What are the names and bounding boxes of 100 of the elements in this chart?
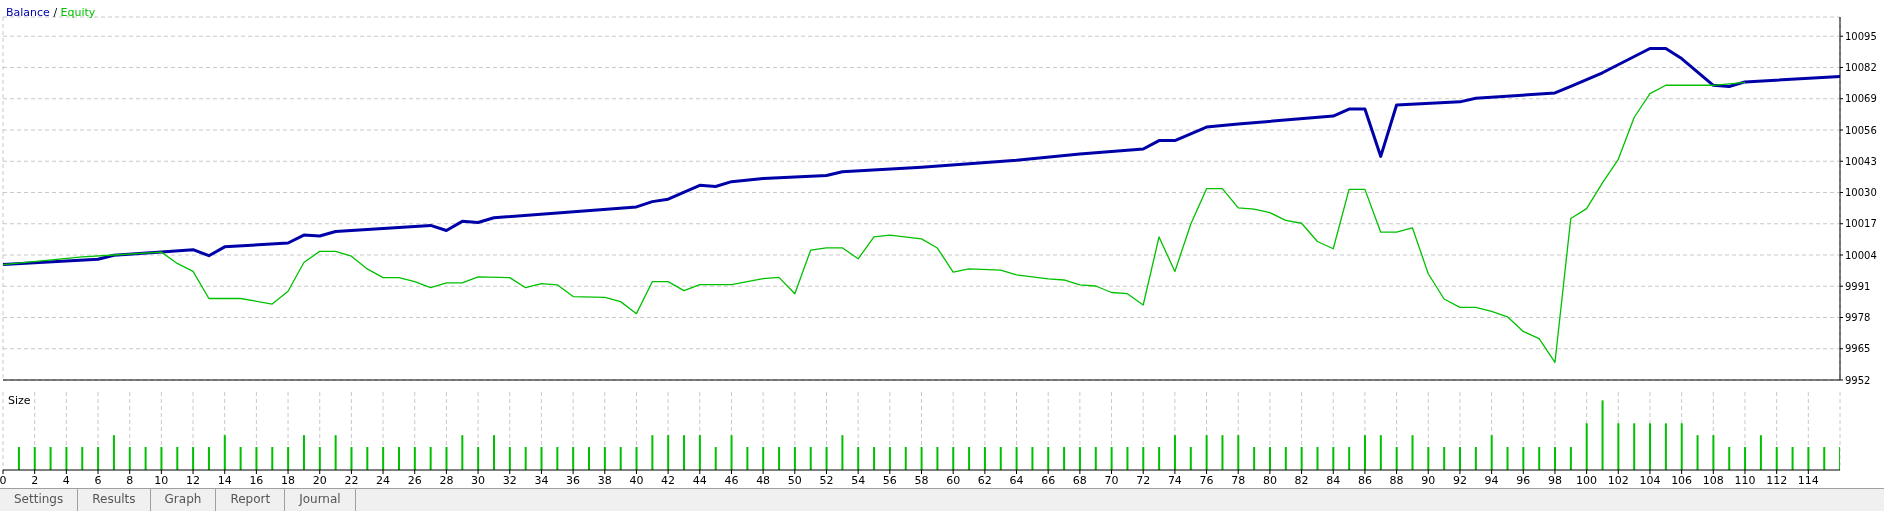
bar	[1078, 447, 1081, 470]
bar	[1142, 447, 1145, 470]
x-tick-label: 40	[629, 473, 644, 487]
bar	[207, 447, 210, 470]
bar	[873, 447, 876, 470]
bar	[97, 447, 100, 470]
bar	[382, 447, 385, 470]
text: Report	[216, 489, 286, 511]
text: Journal	[285, 489, 356, 511]
bar	[572, 447, 575, 470]
bar	[477, 447, 480, 470]
bar	[1633, 423, 1636, 470]
x-tick-label: 8	[126, 473, 134, 487]
x-tick-label: 72	[1136, 473, 1151, 487]
bar	[1047, 447, 1050, 470]
annotation: /	[52, 6, 59, 19]
x-tick-label: 46	[724, 473, 739, 487]
bar	[1744, 447, 1747, 470]
x-tick-label: 6	[94, 473, 102, 487]
x-tick-label: 52	[819, 473, 834, 487]
y-tick-label: 10043	[1845, 155, 1877, 167]
line-series	[3, 46, 1840, 267]
bar	[1538, 447, 1541, 470]
bar	[429, 447, 432, 470]
y-tick-label: 9991	[1845, 280, 1871, 292]
bar	[762, 447, 765, 470]
bar	[1221, 435, 1224, 470]
bar	[1807, 447, 1810, 470]
bar	[1791, 447, 1794, 470]
bar	[1031, 447, 1034, 470]
bar	[302, 435, 305, 470]
chart-title: Size	[8, 394, 31, 407]
x-tick-label: 92	[1452, 473, 1467, 487]
x-tick-label: 76	[1199, 473, 1214, 487]
y-tick-label: 10082	[1845, 62, 1877, 74]
bar	[1617, 423, 1620, 470]
bar	[1173, 435, 1176, 470]
bar	[904, 447, 907, 470]
bar	[1300, 447, 1303, 470]
bar	[397, 447, 400, 470]
x-tick-label: 90	[1421, 473, 1436, 487]
bar	[1443, 447, 1446, 470]
x-tick-label: 96	[1516, 473, 1531, 487]
bar	[952, 447, 955, 470]
bar	[1411, 435, 1414, 470]
x-tick-label: 22	[344, 473, 359, 487]
bar	[461, 435, 464, 470]
bar	[81, 447, 84, 470]
x-tick-label: 44	[692, 473, 707, 487]
x-tick-label: 50	[787, 473, 802, 487]
x-tick-label: 42	[661, 473, 676, 487]
bar	[17, 447, 20, 470]
bar	[1459, 447, 1462, 470]
y-tick-label: 10004	[1845, 249, 1877, 261]
bar	[556, 447, 559, 470]
bar	[334, 435, 337, 470]
bar	[1601, 400, 1604, 470]
x-tick-label: 16	[249, 473, 264, 487]
bar	[793, 447, 796, 470]
bar	[1569, 447, 1572, 470]
y-tick-label: 10069	[1845, 93, 1877, 105]
bar	[746, 447, 749, 470]
bar	[1395, 447, 1398, 470]
bar	[857, 447, 860, 470]
y-tick-label: 9952	[1845, 374, 1871, 386]
bar	[667, 435, 670, 470]
x-tick-label: 34	[534, 473, 549, 487]
bar	[1063, 447, 1066, 470]
bar	[651, 435, 654, 470]
x-tick-label: 108	[1702, 473, 1724, 487]
bar	[999, 447, 1002, 470]
x-tick-label: 66	[1041, 473, 1056, 487]
x-tick-label: 30	[471, 473, 486, 487]
bar	[350, 447, 353, 470]
bar	[603, 447, 606, 470]
bar	[144, 447, 147, 470]
x-tick-label: 48	[756, 473, 771, 487]
bar	[825, 447, 828, 470]
bar	[1506, 447, 1509, 470]
bar	[1110, 447, 1113, 470]
x-tick-label: 70	[1104, 473, 1119, 487]
x-tick-label: 32	[502, 473, 517, 487]
x-tick-label: 38	[597, 473, 612, 487]
line-series	[3, 81, 1746, 364]
bar	[983, 447, 986, 470]
bar	[1126, 447, 1129, 470]
bar	[1158, 447, 1161, 470]
bar	[287, 447, 290, 470]
bar	[271, 447, 274, 470]
y-tick-label: 10030	[1845, 187, 1877, 199]
bar	[1332, 447, 1335, 470]
bar	[1775, 447, 1778, 470]
x-tick-label: 84	[1326, 473, 1341, 487]
x-tick-label: 26	[407, 473, 422, 487]
y-tick-label: 10056	[1845, 124, 1877, 136]
x-tick-label: 14	[217, 473, 232, 487]
bar	[1474, 447, 1477, 470]
bar	[1696, 435, 1699, 470]
bar	[1585, 423, 1588, 470]
bar	[508, 447, 511, 470]
